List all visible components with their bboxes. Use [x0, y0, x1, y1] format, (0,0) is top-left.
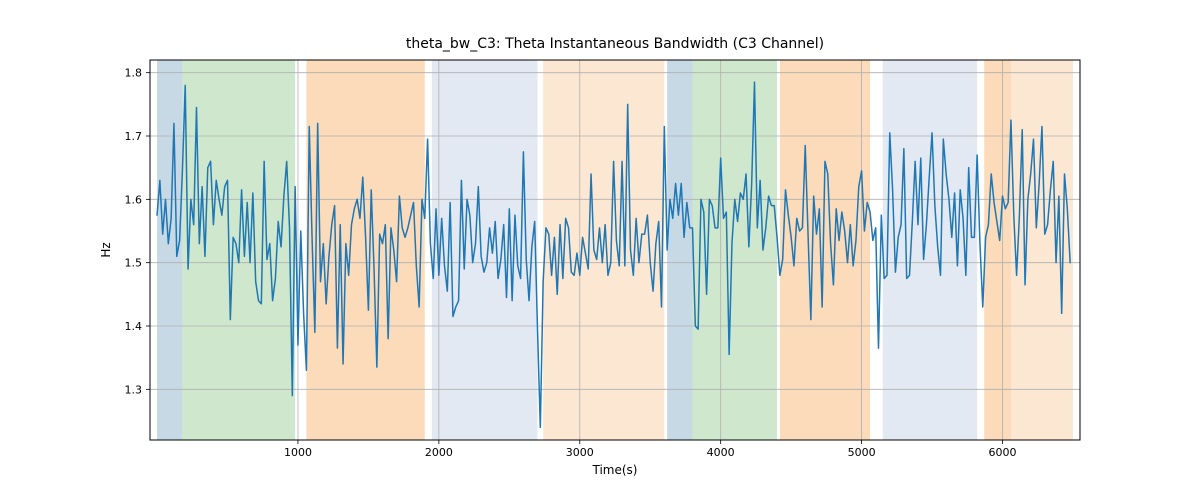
y-tick-label: 1.8 [125, 67, 143, 80]
chart-container: 1000 2000 3000 4000 5000 6000 1.3 1.4 1.5 1.6 1.7 1… [0, 0, 1200, 500]
x-tick-label: 3000 [566, 446, 594, 459]
x-tick-label: 6000 [989, 446, 1017, 459]
x-axis-label: Time(s) [592, 463, 638, 477]
x-tick-label: 5000 [848, 446, 876, 459]
region [780, 60, 870, 440]
y-tick-label: 1.4 [125, 320, 143, 333]
region [984, 60, 1011, 440]
chart-title: theta_bw_C3: Theta Instantaneous Bandwid… [406, 36, 824, 52]
chart-svg: 1000 2000 3000 4000 5000 6000 1.3 1.4 1.5 1.6 1.7 1… [0, 0, 1200, 500]
y-tick-label: 1.7 [125, 130, 143, 143]
y-axis-label: Hz [99, 242, 113, 257]
x-tick-label: 2000 [425, 446, 453, 459]
x-tick-label: 1000 [284, 446, 312, 459]
x-tick-label: 4000 [707, 446, 735, 459]
y-tick-label: 1.5 [125, 257, 143, 270]
y-tick-label: 1.6 [125, 193, 143, 206]
y-tick-label: 1.3 [125, 383, 143, 396]
region [667, 60, 692, 440]
